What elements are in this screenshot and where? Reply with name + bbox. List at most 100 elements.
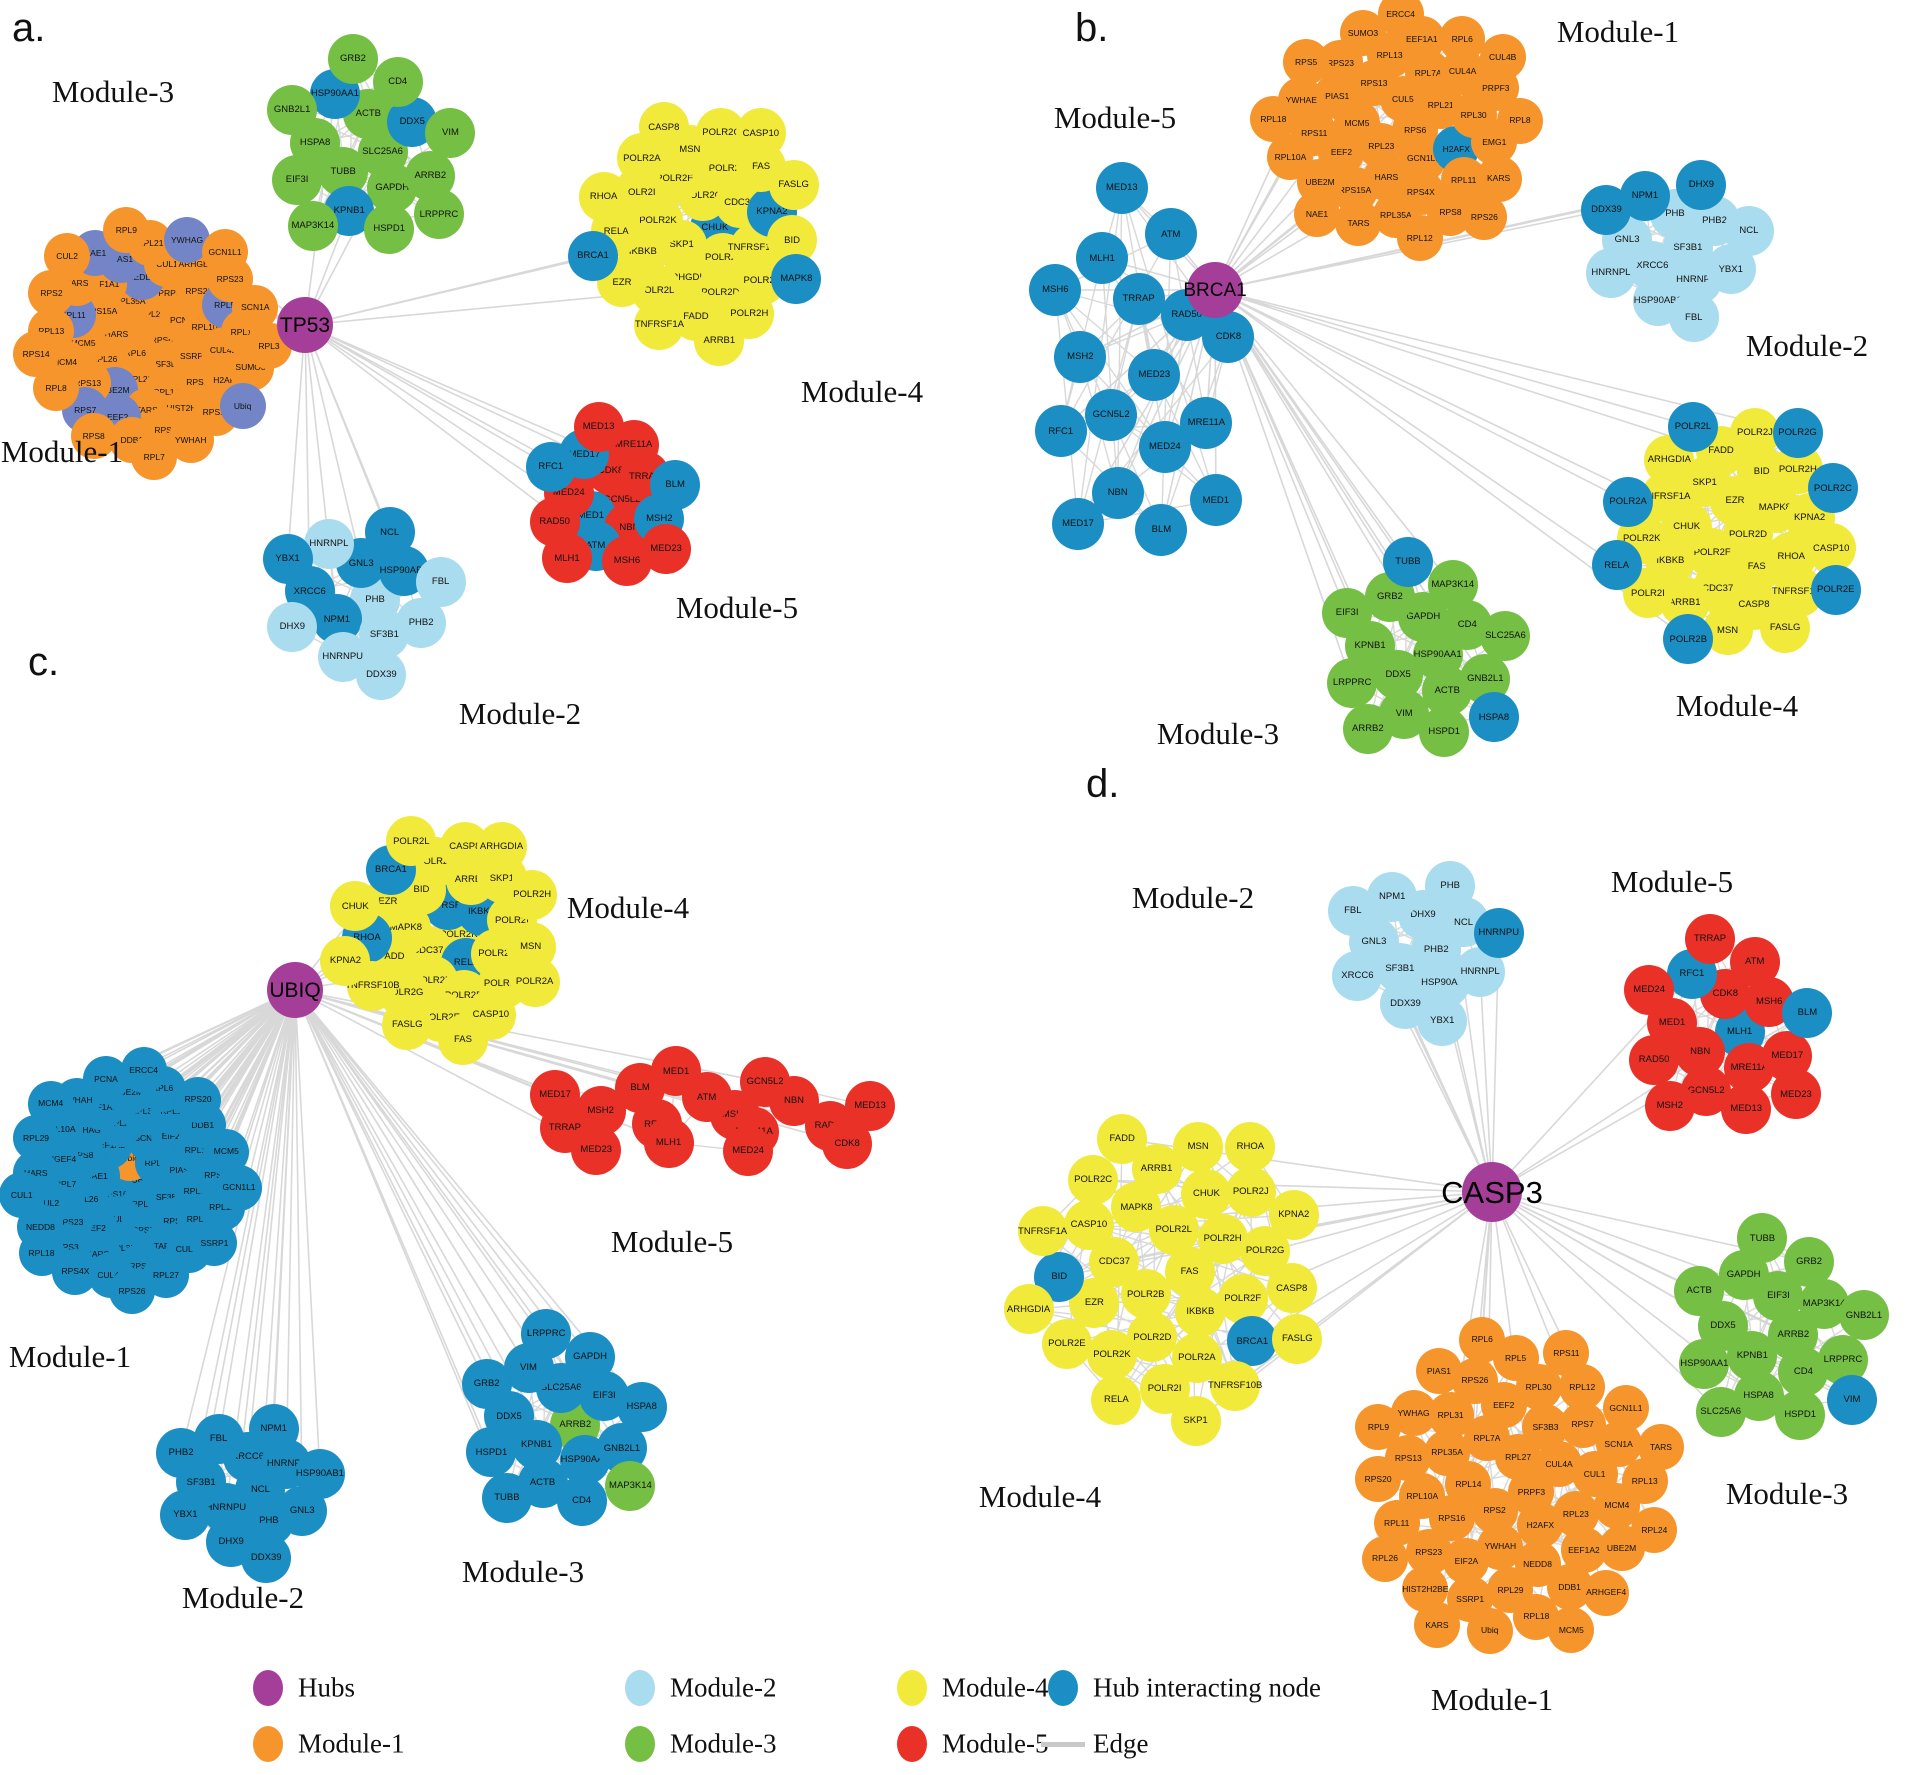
- node-ywhah[interactable]: YWHAH: [167, 416, 214, 463]
- node-mlh1[interactable]: MLH1: [1076, 232, 1129, 285]
- node-faslg[interactable]: FASLG: [1760, 602, 1811, 653]
- node-polr2h[interactable]: POLR2H: [507, 869, 558, 920]
- node-ercc4[interactable]: ERCC4: [1377, 0, 1424, 37]
- node-rpl7[interactable]: RPL7: [131, 433, 178, 480]
- node-arrb2[interactable]: ARRB2: [1342, 704, 1393, 755]
- node-vim[interactable]: VIM: [1826, 1374, 1877, 1425]
- node-blm[interactable]: BLM: [650, 460, 701, 511]
- node-mcm4[interactable]: MCM4: [27, 1080, 74, 1127]
- node-gcn5l2[interactable]: GCN5L2: [1085, 389, 1138, 442]
- node-rad50[interactable]: RAD50: [1629, 1035, 1680, 1086]
- node-hnrnpl[interactable]: HNRNPL: [1585, 248, 1636, 299]
- node-polr2a[interactable]: POLR2A: [1603, 476, 1654, 527]
- node-polr2e[interactable]: POLR2E: [1041, 1318, 1092, 1369]
- node-grb2[interactable]: GRB2: [461, 1358, 512, 1409]
- node-arrb1[interactable]: ARRB1: [694, 315, 745, 366]
- node-polr2e[interactable]: POLR2E: [1810, 564, 1861, 615]
- node-tnfrsf1a[interactable]: TNFRSF1A: [634, 299, 685, 350]
- node-polr2c[interactable]: POLR2C: [1807, 463, 1858, 514]
- node-dhx9[interactable]: DHX9: [267, 602, 318, 653]
- node-rps20[interactable]: RPS20: [1355, 1456, 1402, 1503]
- node-vim[interactable]: VIM: [425, 108, 476, 159]
- hub-node-ubiq[interactable]: UBIQ: [267, 962, 323, 1018]
- node-med23[interactable]: MED23: [641, 523, 692, 574]
- node-dhx9[interactable]: DHX9: [1676, 160, 1727, 211]
- node-casp8[interactable]: CASP8: [1266, 1263, 1317, 1314]
- node-rpl6[interactable]: RPL6: [1439, 16, 1486, 63]
- node-mlh1[interactable]: MLH1: [542, 533, 593, 584]
- node-med13[interactable]: MED13: [1721, 1084, 1772, 1135]
- node-med1[interactable]: MED1: [1189, 474, 1242, 527]
- node-blm[interactable]: BLM: [1135, 504, 1188, 557]
- node-hspa8[interactable]: HSPA8: [1468, 692, 1519, 743]
- node-mlh1[interactable]: MLH1: [643, 1117, 694, 1168]
- node-trrap[interactable]: TRRAP: [1112, 272, 1165, 325]
- node-map3k14[interactable]: MAP3K14: [605, 1461, 656, 1512]
- node-gcn1l1[interactable]: GCN1L1: [202, 228, 249, 275]
- node-hspd1[interactable]: HSPD1: [1775, 1390, 1826, 1441]
- node-faslg[interactable]: FASLG: [1272, 1313, 1323, 1364]
- node-mcm5[interactable]: MCM5: [1548, 1607, 1595, 1654]
- node-rpl18[interactable]: RPL18: [18, 1230, 65, 1277]
- node-ddx39[interactable]: DDX39: [241, 1532, 292, 1583]
- node-rela[interactable]: RELA: [1091, 1375, 1142, 1426]
- node-atm[interactable]: ATM: [1729, 937, 1780, 988]
- node-polr2j[interactable]: POLR2J: [1225, 1166, 1276, 1217]
- node-cdk8[interactable]: CDK8: [822, 1119, 873, 1170]
- node-map3k14[interactable]: MAP3K14: [1427, 560, 1478, 611]
- node-arhgdia[interactable]: ARHGDIA: [476, 821, 527, 872]
- node-casp8[interactable]: CASP8: [638, 102, 689, 153]
- node-slc25a6[interactable]: SLC25A6: [1480, 611, 1531, 662]
- node-ercc4[interactable]: ERCC4: [120, 1046, 167, 1093]
- node-polr2f[interactable]: POLR2F: [1217, 1273, 1268, 1324]
- node-rhoa[interactable]: RHOA: [578, 172, 629, 223]
- node-fas[interactable]: FAS: [437, 1014, 488, 1065]
- node-polr2l[interactable]: POLR2L: [1667, 401, 1718, 452]
- node-rfc1[interactable]: RFC1: [1034, 405, 1087, 458]
- node-polr2a[interactable]: POLR2A: [509, 957, 560, 1008]
- node-rps8[interactable]: RPS8: [70, 413, 117, 460]
- node-kpna2[interactable]: KPNA2: [1268, 1189, 1319, 1240]
- node-ubiq[interactable]: Ubiq: [1466, 1607, 1513, 1654]
- node-med24[interactable]: MED24: [723, 1126, 774, 1177]
- node-ncl[interactable]: NCL: [364, 507, 415, 558]
- node-cd4[interactable]: CD4: [372, 57, 423, 108]
- node-fbl[interactable]: FBL: [1668, 292, 1719, 343]
- node-gcn1l1[interactable]: GCN1L1: [216, 1164, 263, 1211]
- node-grb2[interactable]: GRB2: [1784, 1237, 1835, 1288]
- node-gnb2l1[interactable]: GNB2L1: [267, 84, 318, 135]
- node-rpl12[interactable]: RPL12: [1396, 215, 1443, 262]
- node-gcn1l1[interactable]: GCN1L1: [1602, 1384, 1649, 1431]
- node-med23[interactable]: MED23: [1128, 349, 1181, 401]
- node-med24[interactable]: MED24: [1624, 964, 1675, 1015]
- node-phb[interactable]: PHB: [1425, 860, 1476, 911]
- hub-node-tp53[interactable]: TP53: [277, 297, 333, 353]
- node-ybx1[interactable]: YBX1: [262, 534, 313, 585]
- node-cd4[interactable]: CD4: [556, 1475, 607, 1526]
- node-rela[interactable]: RELA: [1591, 540, 1642, 591]
- node-eif3i[interactable]: EIF3I: [1322, 587, 1373, 638]
- node-ssrp1[interactable]: SSRP1: [191, 1220, 238, 1267]
- node-polr2b[interactable]: POLR2B: [1663, 614, 1714, 665]
- node-gapdh[interactable]: GAPDH: [565, 1331, 616, 1382]
- node-hsp90aa1[interactable]: HSP90AA1: [1679, 1339, 1730, 1390]
- node-tubb[interactable]: TUBB: [1382, 537, 1433, 588]
- node-kpna2[interactable]: KPNA2: [320, 936, 371, 987]
- node-msh6[interactable]: MSH6: [1029, 264, 1082, 317]
- node-rhoa[interactable]: RHOA: [1225, 1121, 1276, 1172]
- node-npm1[interactable]: NPM1: [248, 1403, 299, 1454]
- node-tnfrsf10b[interactable]: TNFRSF10B: [1208, 1360, 1262, 1411]
- node-tars[interactable]: TARS: [1335, 200, 1382, 247]
- node-rpl9[interactable]: RPL9: [103, 207, 150, 253]
- node-hspd1[interactable]: HSPD1: [1419, 707, 1470, 758]
- node-cdk8[interactable]: CDK8: [1202, 311, 1255, 364]
- node-casp10[interactable]: CASP10: [1063, 1199, 1114, 1250]
- node-med1[interactable]: MED1: [651, 1046, 702, 1097]
- node-atm[interactable]: ATM: [1144, 208, 1197, 261]
- node-arhgdia[interactable]: ARHGDIA: [1003, 1284, 1054, 1335]
- node-ddx39[interactable]: DDX39: [356, 649, 407, 700]
- node-faslg[interactable]: FASLG: [382, 1000, 433, 1051]
- node-msh2[interactable]: MSH2: [1054, 331, 1107, 384]
- node-mre11a[interactable]: MRE11A: [1180, 396, 1233, 449]
- node-gcn5l2[interactable]: GCN5L2: [740, 1057, 791, 1108]
